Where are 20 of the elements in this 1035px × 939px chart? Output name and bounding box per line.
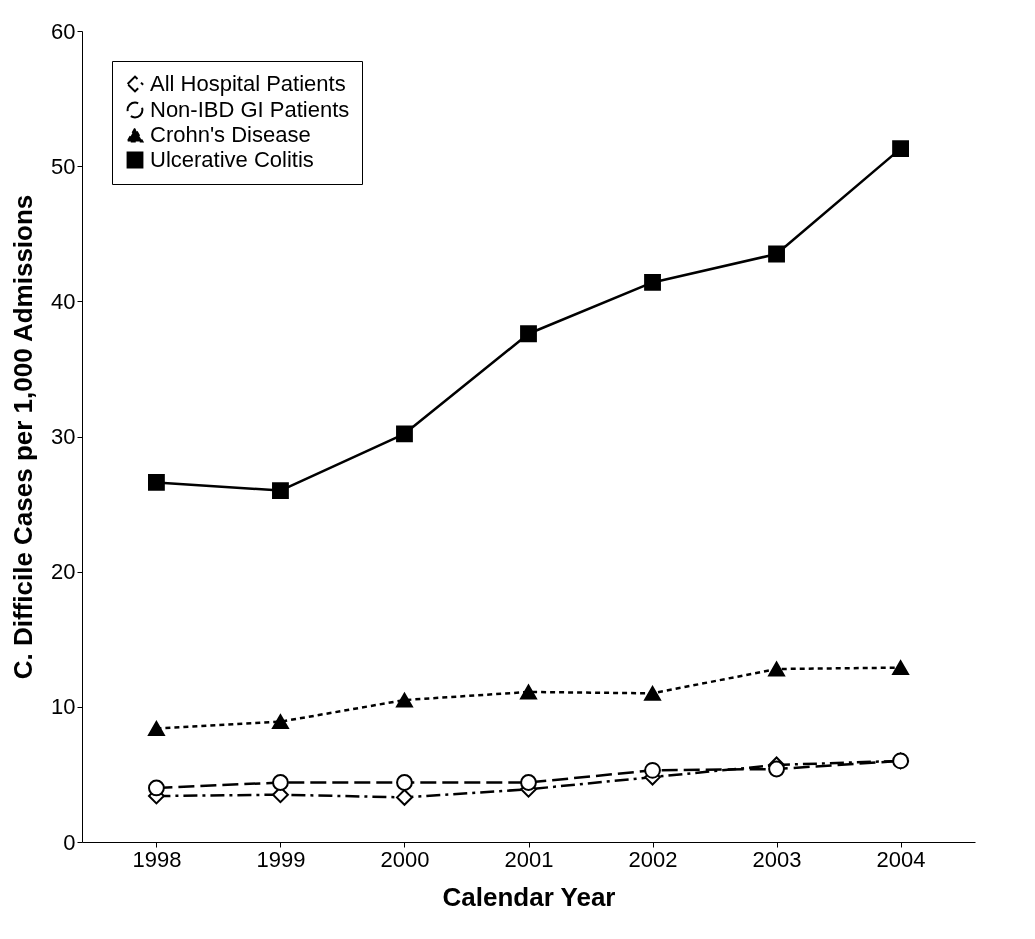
y-tick-label: 10 [51,694,76,720]
y-axis-title: C. Difficile Cases per 1,000 Admissions [8,194,39,680]
x-tick-label: 2002 [628,846,678,872]
x-axis-title: Calendar Year [442,881,616,912]
x-tick-label: 2001 [504,846,554,872]
legend-label: All Hospital Patients [150,71,346,96]
y-tick-label: 30 [51,424,76,449]
y-tick-label: 50 [51,153,76,179]
legend-label: Crohn's Disease [150,122,311,147]
x-tick-label: 2004 [876,846,926,872]
x-tick-label: 2000 [380,846,430,872]
legend-label: Non-IBD GI Patients [150,97,350,122]
y-tick-label: 40 [51,288,76,314]
x-tick-label: 1998 [132,846,182,872]
y-tick-label: 20 [51,559,76,585]
legend-label: Ulcerative Colitis [150,147,314,172]
y-tick-label: 60 [51,18,76,44]
x-tick-label: 2003 [752,846,802,872]
x-tick-label: 1999 [256,846,306,872]
y-tick-label: 0 [63,829,76,855]
